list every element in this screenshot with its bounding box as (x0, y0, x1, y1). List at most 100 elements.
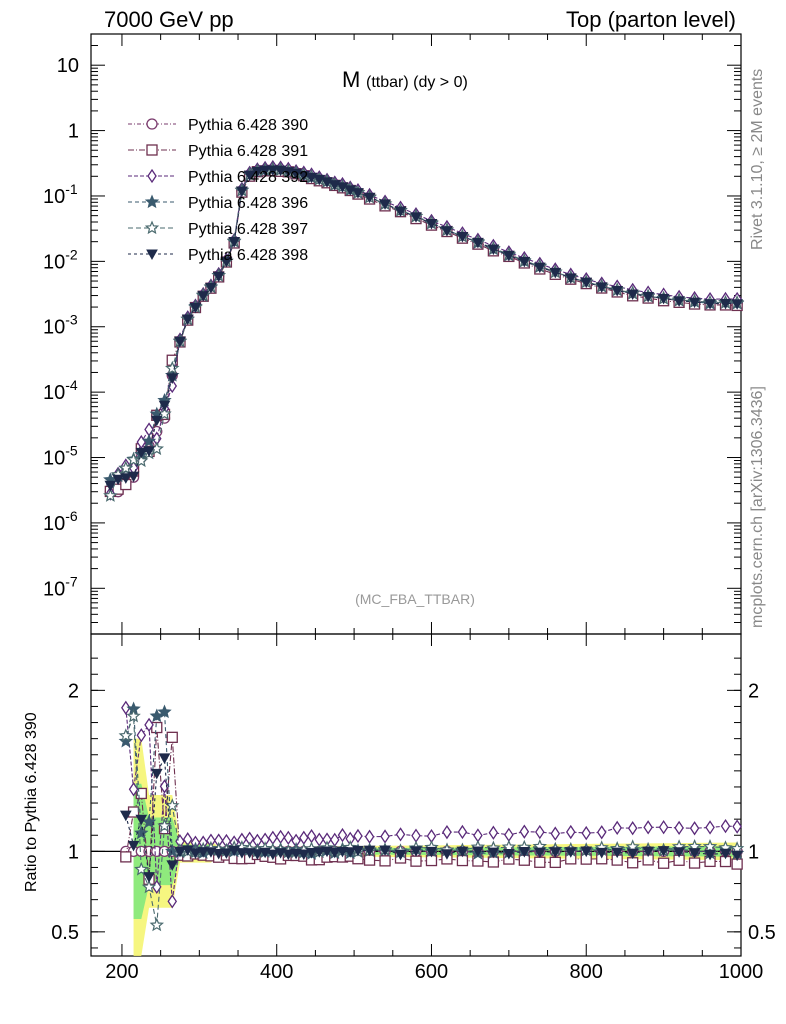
ratio-point (283, 830, 294, 845)
ratio-point (627, 821, 638, 836)
ratio-point (673, 847, 685, 858)
data-point (119, 473, 132, 484)
ratio-point (702, 838, 718, 853)
ratio-point (642, 846, 654, 858)
ratio-point (328, 847, 341, 859)
ratio-point (120, 851, 132, 863)
ratio-point (441, 849, 453, 860)
ratio-point (344, 847, 357, 858)
ratio-point (627, 857, 639, 869)
data-point (164, 360, 180, 375)
ratio-point (128, 782, 139, 797)
ratio-point (534, 856, 546, 868)
ratio-point (705, 820, 715, 835)
ratio-point (299, 830, 309, 845)
ratio-point (394, 849, 407, 861)
ratio-point (157, 704, 172, 719)
ratio-point (297, 849, 310, 861)
data-point (158, 400, 171, 412)
series-6 (104, 165, 743, 883)
ratio-point (321, 846, 333, 858)
ratio-point (549, 856, 561, 869)
side-label-mcplots: mcplots.cern.ch [arXiv:1306.3436] (749, 386, 766, 628)
ratio-point (135, 787, 147, 800)
ratio-point (266, 849, 279, 861)
ratio-point (150, 768, 163, 780)
data-point (103, 488, 118, 502)
x-tick-label: 200 (105, 961, 138, 983)
data-point (595, 282, 608, 293)
ratio-point (626, 848, 639, 860)
data-point (673, 296, 685, 307)
data-point (688, 297, 701, 309)
data-point (274, 165, 287, 177)
data-point (379, 199, 391, 210)
header-right-title: Top (parton level) (566, 7, 736, 32)
ratio-point (159, 779, 170, 794)
data-point (112, 474, 124, 486)
data-point (704, 299, 716, 310)
ratio-point (121, 700, 131, 715)
data-point (456, 231, 469, 243)
ratio-point (141, 879, 157, 894)
ratio-point (410, 855, 422, 867)
y-tick-label: 10-6 (43, 508, 78, 535)
ratio-point (643, 820, 653, 835)
data-point (228, 236, 241, 248)
ratio-point (274, 848, 287, 859)
data-point (549, 267, 562, 279)
data-point (118, 460, 133, 475)
ratio-point (189, 848, 202, 859)
data-point (441, 226, 453, 237)
y-tick-label: 1 (68, 121, 79, 143)
data-point (518, 256, 531, 268)
ratio-point (118, 733, 133, 748)
data-point (251, 167, 264, 178)
x-tick-label: 1000 (719, 961, 764, 983)
data-point (487, 244, 500, 256)
y-tick-label: 10-3 (43, 312, 78, 339)
series-line-ratio (125, 716, 738, 926)
data-point (181, 314, 194, 326)
ratio-point (379, 845, 391, 857)
ratio-y-tick-label: 1 (68, 841, 79, 863)
ratio-point (251, 849, 264, 860)
ratio-point (518, 846, 531, 858)
legend-entry: Pythia 6.428 396 (128, 194, 308, 212)
data-point (410, 212, 422, 223)
ratio-point (457, 824, 468, 840)
ratio-point (352, 845, 364, 857)
ratio-y-tick-label-right: 0.5 (748, 922, 776, 944)
ratio-y-tick-label: 0.5 (51, 922, 79, 944)
ratio-point (306, 828, 317, 844)
y-tick-label: 10-7 (43, 573, 78, 600)
ratio-point (688, 857, 701, 869)
ratio-point (550, 826, 561, 841)
series-3 (105, 159, 742, 909)
data-point (166, 373, 179, 384)
legend-entry: Pythia 6.428 391 (128, 143, 308, 160)
ratio-point (533, 847, 546, 859)
ratio-point (704, 849, 716, 861)
ratio-point (144, 717, 154, 733)
ratio-point (425, 846, 438, 858)
data-point (564, 273, 577, 284)
ratio-point (719, 848, 732, 860)
ratio-point (410, 846, 422, 857)
y-tick-label: 10-5 (43, 443, 78, 470)
ratio-point (158, 753, 171, 764)
data-point (719, 298, 732, 310)
ratio-point (442, 824, 452, 840)
legend-marker (144, 220, 160, 235)
legend-entry: Pythia 6.428 397 (128, 220, 308, 238)
ratio-point (236, 848, 248, 859)
ratio-point (126, 708, 141, 723)
legend-label: Pythia 6.428 398 (188, 247, 308, 264)
data-point (657, 293, 670, 305)
series-line-main (109, 166, 738, 494)
ratio-ylabel: Ratio to Pythia 6.428 390 (23, 712, 40, 892)
data-point (321, 177, 333, 188)
ratio-point (658, 820, 669, 835)
ratio-point (181, 845, 194, 856)
